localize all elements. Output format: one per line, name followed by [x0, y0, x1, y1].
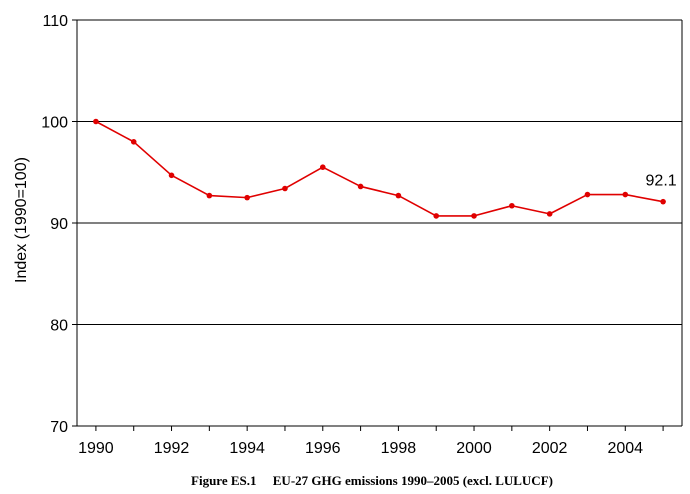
data-point-2005: [660, 198, 666, 205]
series-lines: [95, 120, 664, 217]
data-point-1999: [433, 213, 440, 219]
data-point-1994: [244, 194, 250, 201]
x-tick-label: 1994: [229, 440, 265, 457]
x-tick-label: 1996: [305, 440, 341, 457]
y-tick-label: 80: [50, 318, 68, 335]
x-tick-label: 2000: [456, 440, 492, 457]
data-point-1990: [93, 118, 99, 125]
axes: [72, 19, 683, 431]
data-point-2001: [509, 202, 515, 209]
x-tick-label: 1992: [154, 440, 190, 457]
data-point-1996: [319, 164, 326, 170]
y-tick-label: 100: [41, 115, 68, 132]
figure-caption: Figure ES.1 EU-27 GHG emissions 1990–200…: [191, 473, 553, 488]
x-tick-label: 1998: [381, 440, 417, 457]
data-point-1993: [206, 192, 213, 199]
y-tick-label: 90: [50, 216, 68, 233]
labels: 70 80 90 100 110 1990 1992 1994 1996 1998 2000 2002…: [41, 13, 676, 457]
data-point-2000: [471, 213, 477, 219]
x-tick-label: 2002: [532, 440, 568, 457]
y-tick-label: 110: [42, 13, 68, 30]
data-point-2002: [546, 211, 553, 217]
data-point-1992: [168, 172, 175, 179]
data-point-2004: [622, 191, 629, 198]
data-point-1995: [282, 185, 288, 192]
y-axis-title: Index (1990=100): [13, 157, 30, 283]
series-points: [93, 118, 666, 219]
x-tick-label: 2004: [607, 440, 643, 457]
x-tick-label: 1990: [78, 440, 114, 457]
data-point-2003: [584, 191, 591, 198]
y-tick-label: 70: [50, 419, 68, 436]
data-point-1991: [130, 139, 137, 145]
data-point-1998: [395, 192, 402, 199]
data-label-2005: 92.1: [646, 173, 677, 190]
data-point-1997: [357, 183, 364, 190]
series-line-0: [95, 120, 664, 217]
